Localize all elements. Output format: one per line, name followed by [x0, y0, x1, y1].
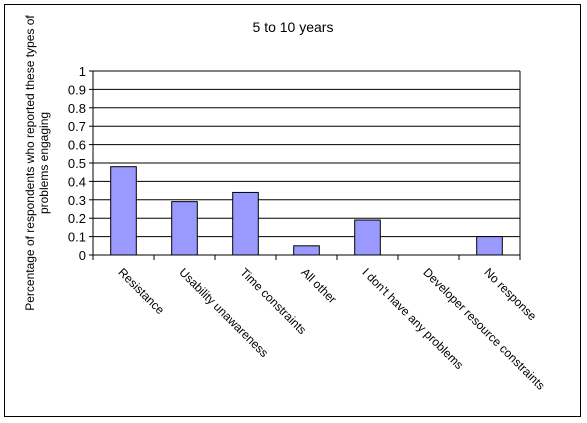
y-tick-label: 0 — [79, 248, 86, 263]
y-axis-label-line-2: problems engaging — [37, 112, 51, 214]
y-tick-label: 1 — [79, 64, 86, 79]
bar — [293, 245, 320, 256]
y-tick-label: 0.9 — [68, 82, 86, 97]
y-axis-label-line-1: Percentage of respondents who reported t… — [23, 15, 37, 311]
y-tick-label: 0.1 — [68, 230, 86, 245]
bar — [232, 191, 259, 256]
x-tick-label: All other — [298, 265, 339, 306]
bars — [110, 166, 503, 256]
axes — [92, 71, 521, 256]
y-tick-label: 0.2 — [68, 211, 86, 226]
x-tick-label: I don't have any problems — [359, 265, 466, 372]
y-tick-label: 0.4 — [68, 174, 86, 189]
y-tick-label: 0.6 — [68, 138, 86, 153]
y-tick-label: 0.8 — [68, 101, 86, 116]
gridlines — [93, 70, 520, 238]
bar — [354, 219, 381, 256]
x-tick-label: No response — [481, 265, 539, 323]
bar — [171, 201, 198, 256]
chart-title: 5 to 10 years — [253, 19, 334, 35]
y-axis-ticks: 0 0.1 0.2 0.3 0.4 0.5 0.6 0.7 0.8 0.9 1 — [68, 64, 93, 263]
y-axis-label: Percentage of respondents who reported t… — [23, 15, 51, 311]
x-tick-label: Resistance — [115, 265, 167, 317]
y-tick-label: 0.7 — [68, 119, 86, 134]
bar — [110, 166, 137, 256]
y-tick-label: 0.5 — [68, 156, 86, 171]
y-tick-label: 0.3 — [68, 193, 86, 208]
bar — [476, 236, 503, 256]
x-tick-label: Developer resource constraints — [420, 265, 547, 392]
x-axis-ticks — [92, 255, 521, 260]
